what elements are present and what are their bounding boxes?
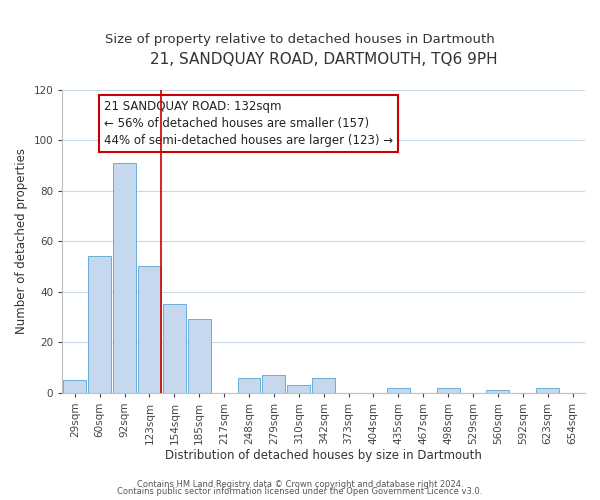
Bar: [113, 163, 136, 393]
Bar: [387, 388, 410, 393]
Bar: [64, 380, 86, 393]
Bar: [188, 320, 211, 393]
Bar: [536, 388, 559, 393]
Bar: [138, 266, 161, 393]
Bar: [163, 304, 186, 393]
Bar: [287, 385, 310, 393]
Bar: [88, 256, 111, 393]
Text: Contains HM Land Registry data © Crown copyright and database right 2024.: Contains HM Land Registry data © Crown c…: [137, 480, 463, 489]
Bar: [262, 375, 286, 393]
Text: Size of property relative to detached houses in Dartmouth: Size of property relative to detached ho…: [105, 32, 495, 46]
X-axis label: Distribution of detached houses by size in Dartmouth: Distribution of detached houses by size …: [165, 450, 482, 462]
Bar: [312, 378, 335, 393]
Y-axis label: Number of detached properties: Number of detached properties: [15, 148, 28, 334]
Title: 21, SANDQUAY ROAD, DARTMOUTH, TQ6 9PH: 21, SANDQUAY ROAD, DARTMOUTH, TQ6 9PH: [150, 52, 497, 68]
Text: Contains public sector information licensed under the Open Government Licence v3: Contains public sector information licen…: [118, 487, 482, 496]
Text: 21 SANDQUAY ROAD: 132sqm
← 56% of detached houses are smaller (157)
44% of semi-: 21 SANDQUAY ROAD: 132sqm ← 56% of detach…: [104, 100, 393, 147]
Bar: [437, 388, 460, 393]
Bar: [238, 378, 260, 393]
Bar: [487, 390, 509, 393]
